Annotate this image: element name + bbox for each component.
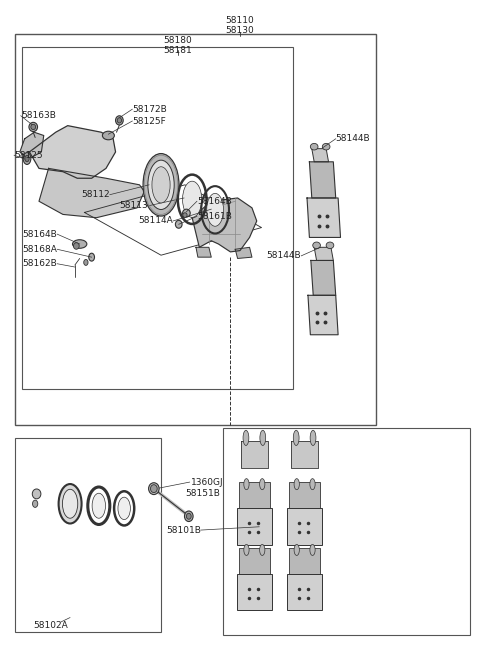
Ellipse shape (102, 131, 114, 140)
Polygon shape (39, 169, 144, 217)
Ellipse shape (186, 513, 191, 519)
Polygon shape (196, 247, 211, 257)
Bar (22, 47, 293, 389)
Text: 58168A: 58168A (22, 244, 57, 254)
Ellipse shape (311, 144, 318, 150)
Polygon shape (20, 132, 44, 159)
Ellipse shape (152, 167, 170, 203)
Polygon shape (192, 198, 257, 252)
Polygon shape (314, 247, 333, 260)
Ellipse shape (117, 118, 121, 123)
Ellipse shape (73, 243, 79, 249)
Polygon shape (241, 486, 267, 494)
Text: 58172B: 58172B (132, 105, 167, 114)
Bar (289, 482, 320, 508)
Ellipse shape (244, 478, 249, 490)
Text: 58151B: 58151B (185, 490, 220, 498)
Polygon shape (291, 552, 318, 559)
Ellipse shape (294, 478, 300, 490)
Text: 58101B: 58101B (166, 526, 201, 534)
Ellipse shape (143, 154, 179, 216)
Text: 58163B: 58163B (21, 111, 56, 121)
Ellipse shape (32, 489, 41, 499)
Bar (15, 438, 161, 632)
Text: 1360GJ: 1360GJ (191, 478, 224, 486)
Bar (288, 574, 322, 610)
Polygon shape (311, 260, 336, 295)
Ellipse shape (175, 220, 182, 228)
Ellipse shape (148, 160, 174, 210)
Ellipse shape (260, 430, 265, 445)
Text: 58125: 58125 (14, 151, 43, 159)
Ellipse shape (149, 483, 159, 494)
Bar (237, 508, 272, 544)
Ellipse shape (33, 500, 38, 507)
Ellipse shape (310, 430, 316, 445)
Text: 58164B: 58164B (197, 197, 232, 206)
Text: 58144B: 58144B (336, 134, 371, 143)
Polygon shape (312, 149, 328, 162)
Ellipse shape (260, 478, 265, 490)
Ellipse shape (25, 156, 29, 162)
Bar (237, 574, 272, 610)
Polygon shape (308, 295, 338, 335)
Ellipse shape (244, 544, 249, 556)
Polygon shape (29, 126, 116, 178)
Bar (289, 548, 320, 574)
Polygon shape (291, 441, 318, 469)
Bar (239, 482, 270, 508)
Ellipse shape (23, 153, 31, 165)
Ellipse shape (243, 430, 249, 445)
Ellipse shape (118, 497, 131, 519)
Text: 58161B: 58161B (197, 212, 232, 221)
Polygon shape (291, 486, 318, 494)
Ellipse shape (92, 493, 106, 518)
Polygon shape (235, 247, 252, 258)
Text: 58113: 58113 (120, 202, 148, 210)
Ellipse shape (184, 511, 193, 521)
Ellipse shape (294, 544, 300, 556)
Text: 58130: 58130 (226, 26, 254, 35)
Text: 58102A: 58102A (34, 621, 68, 630)
Ellipse shape (313, 242, 321, 248)
Ellipse shape (116, 116, 123, 125)
Polygon shape (310, 162, 336, 198)
Bar (223, 428, 470, 635)
Bar (239, 548, 270, 574)
Text: 58144B: 58144B (266, 251, 301, 260)
Ellipse shape (323, 144, 330, 150)
Ellipse shape (326, 242, 334, 248)
Text: 58114A: 58114A (138, 217, 173, 225)
Ellipse shape (310, 478, 315, 490)
Text: 58112: 58112 (81, 190, 110, 199)
Text: 58110: 58110 (226, 16, 254, 25)
Polygon shape (241, 552, 267, 559)
Ellipse shape (207, 193, 224, 226)
Ellipse shape (183, 213, 187, 217)
Ellipse shape (182, 209, 190, 217)
Ellipse shape (62, 489, 78, 518)
Ellipse shape (72, 240, 87, 248)
Ellipse shape (151, 485, 157, 492)
Ellipse shape (89, 253, 95, 261)
Ellipse shape (29, 123, 37, 132)
Text: 58125F: 58125F (132, 117, 166, 125)
Ellipse shape (31, 125, 36, 130)
Ellipse shape (59, 484, 82, 523)
Text: 58181: 58181 (163, 45, 192, 55)
Ellipse shape (310, 544, 315, 556)
Bar (15, 34, 376, 425)
Text: 58162B: 58162B (23, 259, 57, 268)
Polygon shape (307, 198, 340, 237)
Bar (288, 508, 322, 544)
Text: 58180: 58180 (163, 36, 192, 45)
Ellipse shape (182, 181, 202, 217)
Ellipse shape (84, 260, 88, 266)
Ellipse shape (293, 430, 299, 445)
Polygon shape (241, 441, 267, 469)
Ellipse shape (260, 544, 265, 556)
Text: 58164B: 58164B (23, 229, 57, 239)
